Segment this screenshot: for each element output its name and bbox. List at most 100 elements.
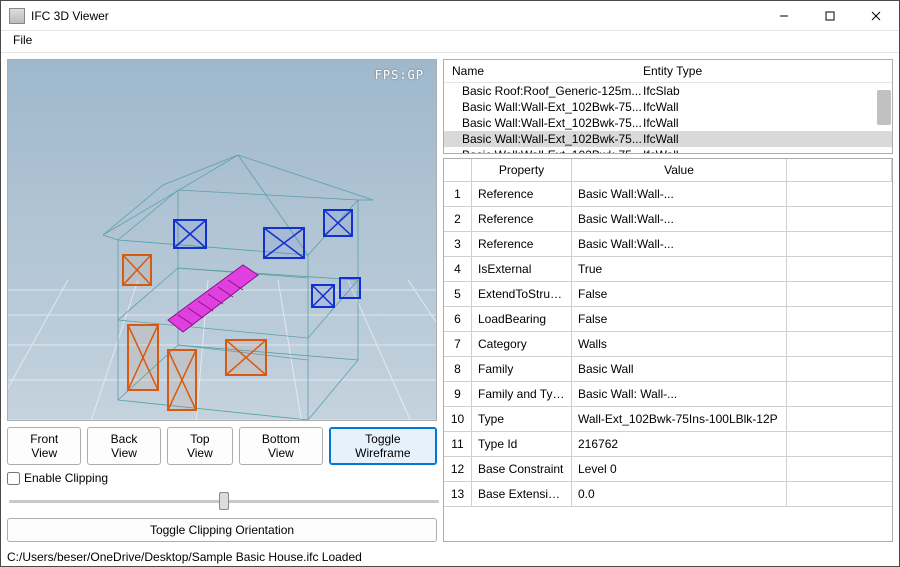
back-view-button[interactable]: Back View bbox=[87, 427, 160, 465]
property-value: False bbox=[572, 282, 787, 306]
status-bar: C:/Users/beser/OneDrive/Desktop/Sample B… bbox=[1, 548, 899, 566]
content-area: FPS:GP Front View Back View Top View Bot… bbox=[1, 53, 899, 548]
maximize-button[interactable] bbox=[807, 1, 853, 30]
element-entity: IfcWall bbox=[643, 148, 679, 153]
toggle-wireframe-button[interactable]: Toggle Wireframe bbox=[329, 427, 437, 465]
right-pane: Name Entity Type Basic Roof:Roof_Generic… bbox=[443, 59, 893, 542]
property-table: Property Value 1ReferenceBasic Wall:Wall… bbox=[443, 158, 893, 542]
property-name: Type bbox=[472, 407, 572, 431]
window-title: IFC 3D Viewer bbox=[31, 9, 761, 23]
top-view-button[interactable]: Top View bbox=[167, 427, 233, 465]
app-window: IFC 3D Viewer File bbox=[0, 0, 900, 567]
header-name[interactable]: Name bbox=[448, 64, 643, 78]
element-list-row[interactable]: Basic Wall:Wall-Ext_102Bwk-75...IfcWall bbox=[444, 99, 892, 115]
property-index: 2 bbox=[444, 207, 472, 231]
property-row[interactable]: 8FamilyBasic Wall bbox=[444, 357, 892, 382]
fps-overlay: FPS:GP bbox=[375, 68, 424, 82]
property-row[interactable]: 11Type Id216762 bbox=[444, 432, 892, 457]
property-value: Basic Wall:Wall-... bbox=[572, 232, 787, 256]
property-value: Basic Wall bbox=[572, 357, 787, 381]
property-row[interactable]: 2ReferenceBasic Wall:Wall-... bbox=[444, 207, 892, 232]
property-header: Property Value bbox=[444, 159, 892, 182]
property-row[interactable]: 12Base ConstraintLevel 0 bbox=[444, 457, 892, 482]
element-list-row[interactable]: Basic Roof:Roof_Generic-125m...IfcSlab bbox=[444, 83, 892, 99]
property-value: Wall-Ext_102Bwk-75Ins-100LBlk-12P bbox=[572, 407, 787, 431]
view-buttons-row: Front View Back View Top View Bottom Vie… bbox=[7, 427, 437, 465]
property-name: Reference bbox=[472, 232, 572, 256]
property-row[interactable]: 10TypeWall-Ext_102Bwk-75Ins-100LBlk-12P bbox=[444, 407, 892, 432]
property-index: 10 bbox=[444, 407, 472, 431]
property-name: Category bbox=[472, 332, 572, 356]
property-row[interactable]: 3ReferenceBasic Wall:Wall-... bbox=[444, 232, 892, 257]
element-name: Basic Wall:Wall-Ext_102Bwk-75... bbox=[462, 148, 643, 153]
element-list-row[interactable]: Basic Wall:Wall-Ext_102Bwk-75...IfcWall bbox=[444, 115, 892, 131]
clipping-slider-row bbox=[7, 489, 437, 514]
enable-clipping-label: Enable Clipping bbox=[24, 471, 108, 485]
viewport-svg bbox=[8, 60, 436, 421]
property-value: Basic Wall: Wall-... bbox=[572, 382, 787, 406]
menubar: File bbox=[1, 31, 899, 53]
clipping-slider[interactable] bbox=[9, 491, 439, 511]
property-index: 1 bbox=[444, 182, 472, 206]
property-index: 5 bbox=[444, 282, 472, 306]
property-row[interactable]: 9Family and TypeBasic Wall: Wall-... bbox=[444, 382, 892, 407]
enable-clipping-checkbox[interactable] bbox=[7, 472, 20, 485]
property-name: Family and Type bbox=[472, 382, 572, 406]
element-entity: IfcSlab bbox=[643, 84, 680, 98]
property-row[interactable]: 5ExtendToStructureFalse bbox=[444, 282, 892, 307]
element-list-header: Name Entity Type bbox=[444, 60, 892, 83]
element-entity: IfcWall bbox=[643, 100, 679, 114]
header-entity[interactable]: Entity Type bbox=[643, 64, 702, 78]
property-index: 11 bbox=[444, 432, 472, 456]
property-name: Family bbox=[472, 357, 572, 381]
property-name: Type Id bbox=[472, 432, 572, 456]
header-property[interactable]: Property bbox=[472, 159, 572, 181]
header-value[interactable]: Value bbox=[572, 159, 787, 181]
enable-clipping-row[interactable]: Enable Clipping bbox=[7, 471, 437, 485]
element-list-scrollbar[interactable] bbox=[877, 90, 891, 125]
property-row[interactable]: 7CategoryWalls bbox=[444, 332, 892, 357]
property-name: LoadBearing bbox=[472, 307, 572, 331]
element-name: Basic Wall:Wall-Ext_102Bwk-75... bbox=[462, 116, 643, 130]
property-index: 12 bbox=[444, 457, 472, 481]
property-row[interactable]: 6LoadBearingFalse bbox=[444, 307, 892, 332]
element-list[interactable]: Name Entity Type Basic Roof:Roof_Generic… bbox=[443, 59, 893, 154]
element-name: Basic Roof:Roof_Generic-125m... bbox=[462, 84, 643, 98]
property-name: Reference bbox=[472, 182, 572, 206]
property-index: 6 bbox=[444, 307, 472, 331]
status-text: C:/Users/beser/OneDrive/Desktop/Sample B… bbox=[7, 550, 362, 564]
property-value: Basic Wall:Wall-... bbox=[572, 207, 787, 231]
titlebar: IFC 3D Viewer bbox=[1, 1, 899, 31]
property-rows: 1ReferenceBasic Wall:Wall-...2ReferenceB… bbox=[444, 182, 892, 541]
front-view-button[interactable]: Front View bbox=[7, 427, 81, 465]
element-name: Basic Wall:Wall-Ext_102Bwk-75... bbox=[462, 100, 643, 114]
element-entity: IfcWall bbox=[643, 132, 679, 146]
property-row[interactable]: 1ReferenceBasic Wall:Wall-... bbox=[444, 182, 892, 207]
property-index: 7 bbox=[444, 332, 472, 356]
viewport-3d[interactable]: FPS:GP bbox=[7, 59, 437, 421]
window-controls bbox=[761, 1, 899, 30]
menu-file[interactable]: File bbox=[7, 31, 38, 49]
property-row[interactable]: 4IsExternalTrue bbox=[444, 257, 892, 282]
close-button[interactable] bbox=[853, 1, 899, 30]
toggle-clipping-orientation-button[interactable]: Toggle Clipping Orientation bbox=[7, 518, 437, 542]
bottom-view-button[interactable]: Bottom View bbox=[239, 427, 323, 465]
property-value: Walls bbox=[572, 332, 787, 356]
element-list-row[interactable]: Basic Wall:Wall-Ext_102Bwk-75...IfcWall bbox=[444, 131, 892, 147]
property-value: 216762 bbox=[572, 432, 787, 456]
property-name: Base Constraint bbox=[472, 457, 572, 481]
left-pane: FPS:GP Front View Back View Top View Bot… bbox=[7, 59, 437, 542]
property-index: 4 bbox=[444, 257, 472, 281]
property-value: Level 0 bbox=[572, 457, 787, 481]
property-name: Reference bbox=[472, 207, 572, 231]
element-entity: IfcWall bbox=[643, 116, 679, 130]
property-index: 13 bbox=[444, 482, 472, 506]
property-name: Base Extension ... bbox=[472, 482, 572, 506]
minimize-button[interactable] bbox=[761, 1, 807, 30]
property-row[interactable]: 13Base Extension ...0.0 bbox=[444, 482, 892, 507]
property-value: True bbox=[572, 257, 787, 281]
app-icon bbox=[9, 8, 25, 24]
element-list-row[interactable]: Basic Wall:Wall-Ext_102Bwk-75...IfcWall bbox=[444, 147, 892, 153]
property-value: False bbox=[572, 307, 787, 331]
property-name: IsExternal bbox=[472, 257, 572, 281]
